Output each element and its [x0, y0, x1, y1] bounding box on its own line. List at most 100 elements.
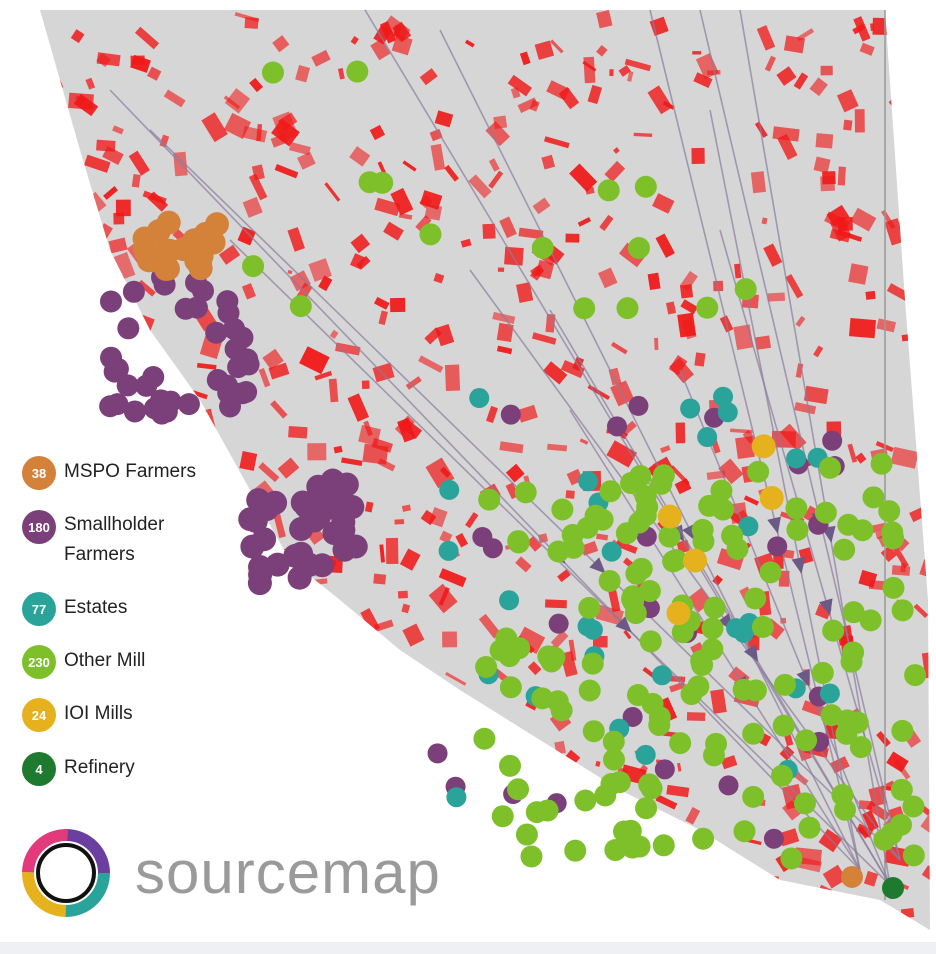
marker — [499, 590, 520, 611]
patch — [115, 199, 131, 217]
patch — [137, 279, 156, 297]
patch — [444, 164, 459, 182]
patch — [777, 133, 798, 160]
patch — [360, 608, 381, 633]
marker — [692, 827, 715, 850]
patch — [544, 136, 570, 149]
patch — [196, 362, 217, 370]
patch — [73, 93, 99, 117]
patch — [706, 470, 726, 481]
patch — [847, 443, 858, 463]
patch — [686, 712, 706, 722]
patch — [234, 12, 260, 23]
patch — [272, 35, 290, 53]
marker — [142, 366, 165, 389]
marker — [814, 501, 837, 524]
patch — [371, 437, 394, 453]
marker — [106, 393, 129, 416]
marker — [628, 395, 649, 416]
marker — [747, 460, 770, 483]
patch — [599, 214, 614, 231]
patch — [515, 282, 534, 303]
patch — [311, 49, 331, 67]
patch — [793, 72, 809, 90]
patch — [813, 156, 831, 174]
patch — [596, 10, 613, 29]
patch — [381, 15, 411, 43]
patch — [433, 272, 445, 284]
marker — [666, 601, 691, 626]
patch — [660, 445, 671, 454]
patch — [390, 187, 414, 216]
marker — [780, 847, 803, 870]
patch — [615, 539, 638, 554]
patch — [496, 345, 513, 355]
patch — [535, 259, 555, 280]
patch — [465, 39, 475, 48]
patch — [527, 661, 542, 676]
marker — [500, 404, 521, 425]
marker — [473, 727, 496, 750]
legend-count: 24 — [22, 698, 56, 732]
route-arrow — [791, 556, 806, 574]
patch — [288, 425, 308, 439]
patch — [884, 218, 905, 246]
patch — [564, 749, 581, 766]
patch — [853, 16, 871, 42]
patch — [401, 504, 411, 512]
patch — [706, 69, 721, 76]
patch — [891, 544, 910, 569]
marker — [597, 179, 620, 202]
marker — [240, 534, 265, 559]
patch — [333, 445, 343, 454]
patch — [900, 562, 907, 573]
patch — [921, 865, 930, 886]
route — [719, 229, 901, 861]
patch — [108, 237, 128, 254]
marker — [141, 248, 166, 273]
patch — [273, 512, 286, 539]
patch — [308, 258, 332, 282]
marker — [185, 296, 208, 319]
patch — [886, 283, 911, 302]
marker — [334, 472, 359, 497]
marker — [878, 500, 901, 523]
patch — [734, 263, 742, 279]
patch — [545, 313, 556, 333]
patch — [530, 264, 545, 278]
patch — [710, 688, 727, 714]
patch — [863, 870, 879, 887]
marker — [734, 278, 757, 301]
patch — [675, 422, 686, 444]
patch — [692, 51, 702, 55]
marker — [498, 645, 521, 668]
route — [679, 369, 891, 886]
patch — [896, 538, 910, 552]
route-arrow — [819, 598, 833, 616]
patch — [324, 182, 341, 202]
marker — [615, 522, 638, 545]
patch — [595, 760, 601, 767]
patch — [718, 458, 744, 485]
patch — [655, 233, 675, 258]
marker — [123, 400, 146, 423]
patch — [820, 65, 833, 76]
marker — [638, 580, 661, 603]
legend-count: 230 — [22, 645, 56, 679]
patch — [613, 147, 620, 154]
patch — [147, 66, 162, 81]
patch — [557, 569, 571, 583]
marker — [573, 297, 596, 320]
patch — [415, 215, 432, 233]
marker — [648, 706, 671, 729]
patch — [363, 420, 373, 437]
patch — [287, 227, 305, 252]
patch — [328, 378, 339, 403]
marker — [439, 479, 460, 500]
patch — [218, 244, 241, 265]
marker — [603, 748, 626, 771]
patch — [307, 443, 327, 461]
patch — [271, 118, 300, 147]
patch — [482, 223, 496, 239]
patch — [394, 519, 405, 525]
